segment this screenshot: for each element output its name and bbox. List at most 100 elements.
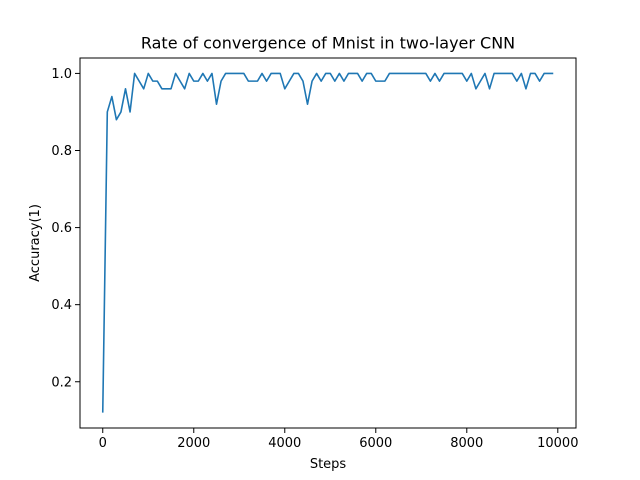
data-point — [388, 72, 390, 74]
data-point — [247, 80, 249, 82]
data-point — [179, 80, 181, 82]
data-point — [270, 72, 272, 74]
data-point — [106, 111, 108, 113]
data-point — [334, 80, 336, 82]
data-point — [552, 72, 554, 74]
data-point — [274, 72, 276, 74]
data-point — [297, 72, 299, 74]
data-point — [438, 80, 440, 82]
data-point — [147, 72, 149, 74]
x-tick-label: 6000 — [359, 436, 392, 451]
data-point — [252, 80, 254, 82]
data-point — [202, 72, 204, 74]
data-point — [470, 72, 472, 74]
data-point — [411, 72, 413, 74]
data-point — [338, 72, 340, 74]
data-point — [265, 80, 267, 82]
data-point — [416, 72, 418, 74]
data-point — [379, 80, 381, 82]
data-point — [152, 80, 154, 82]
chart-title: Rate of convergence of Mnist in two-laye… — [141, 34, 515, 53]
x-axis-ticks: 0 2000 4000 6000 8000 10000 — [99, 428, 578, 451]
data-point — [302, 80, 304, 82]
data-point — [165, 88, 167, 90]
data-point — [525, 88, 527, 90]
x-axis-label: Steps — [310, 457, 347, 472]
data-point — [370, 72, 372, 74]
data-point — [124, 88, 126, 90]
data-point — [133, 72, 135, 74]
data-point — [461, 72, 463, 74]
data-point — [115, 118, 117, 120]
data-point — [111, 95, 113, 97]
data-point — [261, 72, 263, 74]
data-point — [306, 103, 308, 105]
data-point — [174, 72, 176, 74]
data-point — [129, 111, 131, 113]
data-point — [507, 72, 509, 74]
data-point — [420, 72, 422, 74]
data-point — [229, 72, 231, 74]
data-point — [402, 72, 404, 74]
data-point — [466, 80, 468, 82]
data-point — [143, 88, 145, 90]
data-point — [361, 80, 363, 82]
data-point — [325, 72, 327, 74]
data-point — [534, 72, 536, 74]
x-tick-label: 10000 — [537, 436, 578, 451]
data-point — [406, 72, 408, 74]
data-point — [315, 72, 317, 74]
y-axis-label: Accuracy(1) — [28, 204, 43, 282]
data-point — [329, 72, 331, 74]
x-tick-label: 8000 — [450, 436, 483, 451]
x-tick-label: 0 — [99, 436, 107, 451]
data-point — [293, 72, 295, 74]
data-point — [488, 88, 490, 90]
data-point — [197, 80, 199, 82]
data-point — [447, 72, 449, 74]
data-point — [397, 72, 399, 74]
data-point — [520, 72, 522, 74]
data-point — [497, 72, 499, 74]
y-tick-label: 1.0 — [51, 67, 72, 82]
data-point — [161, 88, 163, 90]
data-point — [456, 72, 458, 74]
data-point — [288, 80, 290, 82]
data-point — [193, 80, 195, 82]
data-point — [238, 72, 240, 74]
data-point — [429, 80, 431, 82]
data-point — [479, 80, 481, 82]
data-point — [215, 103, 217, 105]
data-point — [320, 80, 322, 82]
data-point — [156, 80, 158, 82]
data-point — [311, 80, 313, 82]
data-point — [188, 72, 190, 74]
data-point — [211, 72, 213, 74]
plot-area — [79, 57, 577, 429]
data-point — [120, 111, 122, 113]
accuracy-series-line — [101, 72, 554, 413]
data-point — [529, 72, 531, 74]
y-tick-label: 0.8 — [51, 144, 72, 159]
data-point — [502, 72, 504, 74]
x-tick-label: 4000 — [268, 436, 301, 451]
data-point — [484, 72, 486, 74]
data-point — [356, 72, 358, 74]
data-point — [375, 80, 377, 82]
data-point — [206, 80, 208, 82]
data-point — [493, 72, 495, 74]
y-tick-label: 0.4 — [51, 298, 72, 313]
data-point — [138, 80, 140, 82]
data-point — [284, 88, 286, 90]
y-axis-ticks: 0.2 0.4 0.6 0.8 1.0 — [51, 67, 80, 390]
y-tick-label: 0.2 — [51, 375, 72, 390]
data-point — [384, 80, 386, 82]
data-point — [365, 72, 367, 74]
x-tick-label: 2000 — [177, 436, 210, 451]
plot-background — [80, 58, 576, 428]
data-point — [511, 72, 513, 74]
data-point — [256, 80, 258, 82]
data-point — [102, 411, 104, 413]
data-point — [352, 72, 354, 74]
data-point — [243, 72, 245, 74]
